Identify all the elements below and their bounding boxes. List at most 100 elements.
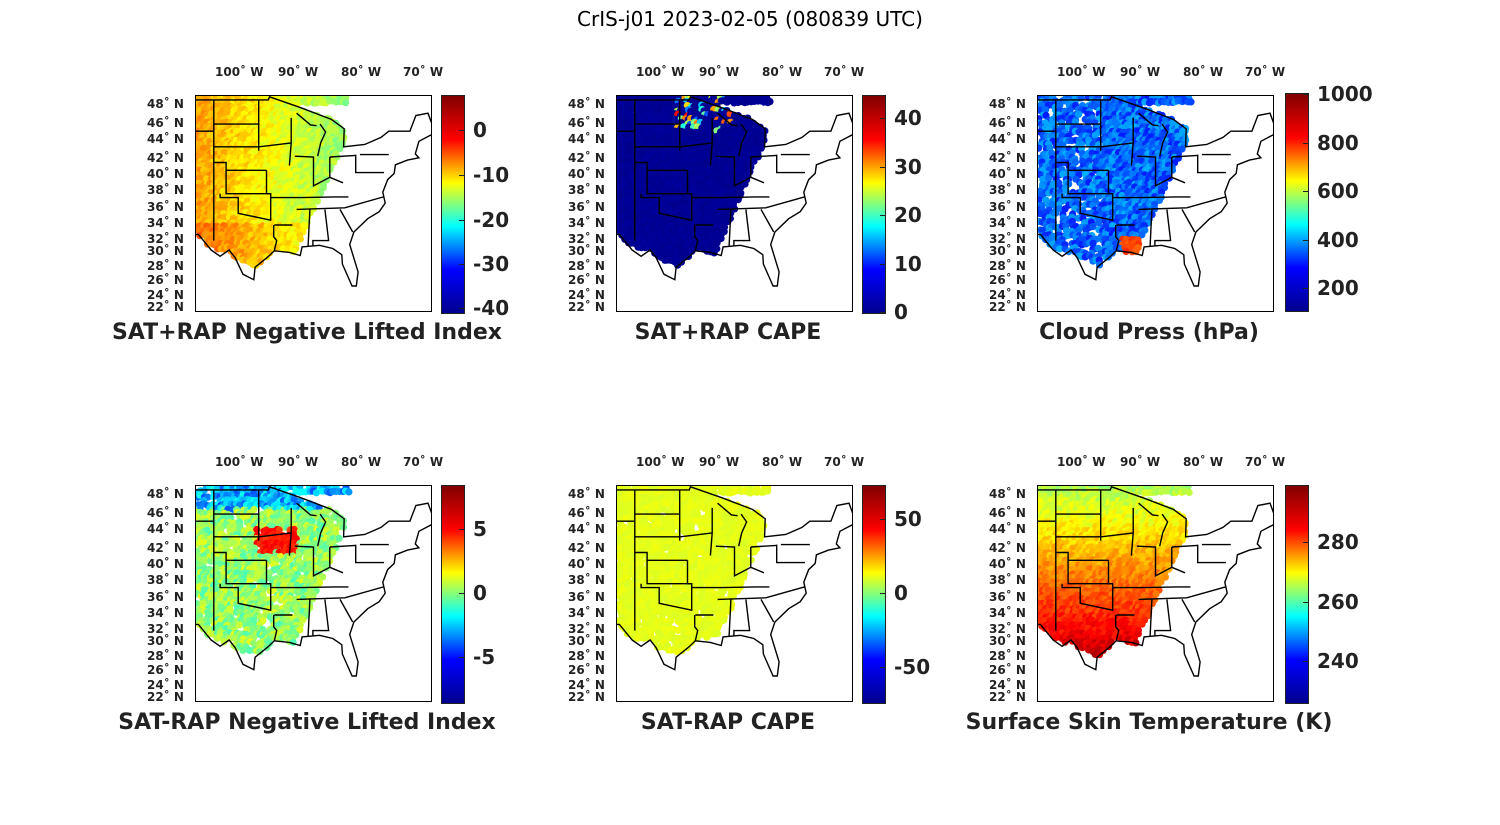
state-border <box>717 196 805 211</box>
latitude-label: 34˚ N <box>989 216 1026 230</box>
retrieval-point <box>766 98 774 106</box>
retrieval-points <box>196 96 350 269</box>
state-border <box>1171 154 1198 158</box>
retrieval-point <box>1158 188 1166 196</box>
latitude-label: 42˚ N <box>989 151 1026 165</box>
retrieval-point <box>1059 170 1067 178</box>
latitude-label: 26˚ N <box>147 273 184 287</box>
colorbar-tick-label: 0 <box>894 300 908 324</box>
colorbar-tick-mark <box>459 220 464 221</box>
latitude-label: 44˚ N <box>147 132 184 146</box>
retrieval-point <box>1181 127 1189 135</box>
colorbar-tick-label: 10 <box>894 252 922 276</box>
latitude-label: 28˚ N <box>568 259 605 273</box>
state-border <box>717 112 738 127</box>
coastline <box>617 96 852 287</box>
latitude-label: 40˚ N <box>147 167 184 181</box>
retrieval-point <box>1039 175 1047 183</box>
latitude-label: 22˚ N <box>147 300 184 314</box>
colorbar-tick-label: 20 <box>894 203 922 227</box>
retrieval-point <box>342 99 350 107</box>
colorbar-tick-label: 800 <box>1317 131 1359 155</box>
retrieval-points <box>617 96 774 269</box>
latitude-label: 26˚ N <box>568 273 605 287</box>
latitude-label: 32˚ N <box>147 232 184 246</box>
latitude-label: 48˚ N <box>147 97 184 111</box>
state-border <box>1055 142 1134 148</box>
state-border <box>1149 209 1153 247</box>
state-border <box>225 170 271 195</box>
retrieval-point <box>1178 145 1186 153</box>
colorbar-sat-rap-cape-sum <box>862 95 886 314</box>
colorbar-tick-mark <box>880 312 885 313</box>
latitude-label: 24˚ N <box>147 288 184 302</box>
figure-title: CrIS-j01 2023-02-05 (080839 UTC) <box>577 7 923 31</box>
colorbar-tick-mark <box>459 130 464 131</box>
state-border <box>776 154 805 174</box>
latitude-label: 42˚ N <box>147 151 184 165</box>
state-border <box>1138 112 1159 127</box>
retrieval-point <box>750 157 758 165</box>
latitude-label: 48˚ N <box>568 97 605 111</box>
latitude-label: 44˚ N <box>568 132 605 146</box>
colorbar-tick-label: 30 <box>894 155 922 179</box>
state-border <box>760 209 775 233</box>
colorbar-tick-mark <box>459 175 464 176</box>
state-border <box>1197 154 1226 174</box>
state-border <box>1067 170 1113 195</box>
state-border <box>301 196 349 199</box>
latitude-label: 46˚ N <box>568 116 605 130</box>
latitude-label: 36˚ N <box>989 200 1026 214</box>
state-border <box>1136 155 1186 188</box>
retrieval-point <box>1089 223 1097 231</box>
state-border <box>1115 225 1120 251</box>
latitude-label: 30˚ N <box>989 244 1026 258</box>
retrieval-point <box>306 564 314 572</box>
state-border <box>738 123 748 157</box>
colorbar-tick-mark <box>880 167 885 168</box>
latitude-label: 34˚ N <box>568 216 605 230</box>
latitude-label: 34˚ N <box>147 216 184 230</box>
retrieval-point <box>1056 245 1064 253</box>
state-border <box>722 196 770 199</box>
state-border <box>1130 117 1134 166</box>
colorbar-tick-label: 0 <box>473 118 487 142</box>
panel-title: Cloud Press (hPa) <box>1039 320 1259 345</box>
latitude-label: 22˚ N <box>989 300 1026 314</box>
retrieval-point <box>345 488 353 496</box>
state-border <box>219 193 272 221</box>
retrieval-point <box>252 261 260 269</box>
latitude-label: 26˚ N <box>989 273 1026 287</box>
colorbar-tick-label: 1000 <box>1317 82 1373 106</box>
colorbar-tick-label: -30 <box>473 252 510 276</box>
latitude-label: 30˚ N <box>568 244 605 258</box>
colorbar-tick-label: 600 <box>1317 179 1359 203</box>
state-border <box>296 196 384 211</box>
coastline <box>1038 96 1273 287</box>
retrieval-point <box>1042 106 1050 114</box>
retrieval-point <box>313 197 321 205</box>
colorbar-tick-mark <box>1303 191 1308 192</box>
latitude-label: 40˚ N <box>989 167 1026 181</box>
state-border <box>339 209 354 233</box>
colorbar-tick-label: 400 <box>1317 228 1359 252</box>
map-canvas <box>196 486 431 677</box>
latitude-label: 48˚ N <box>989 97 1026 111</box>
state-border <box>1138 196 1226 211</box>
longitude-label: 90˚ W <box>699 65 740 79</box>
state-border <box>1154 209 1172 247</box>
colorbar-cloud-press <box>1285 93 1309 312</box>
retrieval-point <box>737 183 745 191</box>
retrieval-point <box>1061 205 1069 213</box>
state-border <box>715 155 765 188</box>
latitude-label: 38˚ N <box>989 183 1026 197</box>
map-sat-rap-cape-sum <box>616 95 853 312</box>
retrieval-point <box>1048 200 1056 209</box>
colorbar-tick-mark <box>1303 94 1308 95</box>
latitude-label: 44˚ N <box>989 132 1026 146</box>
retrieval-point <box>1091 131 1099 139</box>
state-border <box>312 209 330 247</box>
map-canvas <box>196 96 431 287</box>
latitude-label: 40˚ N <box>568 167 605 181</box>
state-border <box>317 123 327 157</box>
